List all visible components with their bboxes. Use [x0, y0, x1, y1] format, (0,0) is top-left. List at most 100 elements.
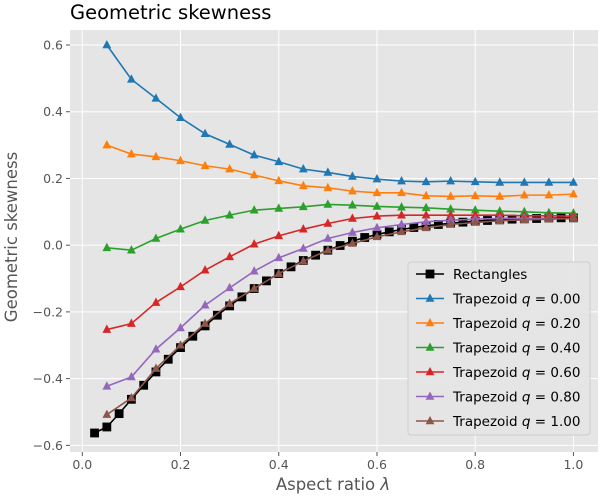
data-point	[102, 381, 112, 390]
data-point	[176, 281, 185, 291]
data-point	[176, 340, 185, 349]
series-layer	[90, 39, 578, 438]
data-point	[151, 344, 161, 353]
data-point	[298, 201, 308, 211]
data-point	[323, 218, 333, 227]
data-point	[225, 298, 235, 307]
data-point	[126, 245, 136, 254]
data-point	[470, 190, 480, 200]
legend-label: Trapezoid q = 0.40	[452, 341, 580, 357]
legend-marker	[425, 269, 435, 279]
data-point	[274, 252, 284, 262]
data-point	[151, 367, 161, 377]
data-point	[274, 203, 284, 212]
data-point	[200, 160, 210, 170]
legend-label: Trapezoid q = 1.00	[452, 414, 580, 430]
data-point	[348, 227, 357, 236]
series-line	[106, 217, 574, 416]
data-point	[446, 219, 456, 228]
data-point	[384, 227, 394, 237]
data-point	[446, 191, 456, 200]
data-point	[249, 205, 259, 214]
data-point	[421, 190, 431, 200]
x-tick-label: 0.0	[72, 457, 92, 472]
data-point	[421, 216, 431, 226]
data-point	[200, 128, 210, 138]
data-point	[102, 324, 112, 333]
x-tick-label: 0.6	[367, 457, 387, 472]
data-point	[470, 205, 480, 214]
data-point	[200, 265, 210, 274]
data-point	[102, 39, 112, 49]
legend-label: Trapezoid q = 0.20	[452, 316, 580, 332]
data-point	[507, 214, 517, 224]
data-point	[372, 231, 382, 241]
grid	[70, 30, 598, 452]
data-point	[458, 217, 468, 227]
data-point	[114, 409, 124, 419]
series-line	[106, 214, 574, 331]
legend-label: Rectangles	[453, 267, 527, 283]
data-point	[298, 256, 308, 265]
y-tick-label: −0.4	[33, 371, 63, 386]
data-point	[249, 239, 259, 248]
data-point	[200, 215, 210, 224]
axis-ticks: 0.0 0.2 0.4 0.6 0.8 1.0 −0.6 −0.4 −0.2 0.0 0.2 0.4 0…	[33, 38, 584, 472]
data-point	[519, 214, 529, 224]
data-point	[544, 214, 554, 223]
data-point	[397, 226, 406, 236]
data-point	[397, 176, 406, 185]
data-point	[397, 210, 406, 219]
data-point	[519, 190, 529, 199]
data-point	[544, 190, 554, 199]
data-point	[102, 140, 112, 149]
x-tick-label: 0.2	[171, 457, 191, 472]
y-tick-label: 0.4	[43, 104, 63, 119]
data-point	[274, 230, 284, 240]
series-line	[106, 217, 574, 388]
legend-label: Trapezoid q = 0.80	[452, 390, 580, 406]
data-point	[421, 176, 431, 186]
data-point	[323, 167, 333, 176]
series-3	[102, 199, 578, 254]
data-point	[188, 331, 198, 341]
x-axis-label: Aspect ratio λ	[276, 475, 390, 494]
data-point	[495, 191, 505, 200]
data-point	[544, 177, 554, 186]
legend-marker	[425, 415, 435, 425]
legend-item: Trapezoid q = 0.20	[416, 316, 580, 332]
data-point	[446, 210, 456, 219]
series-1	[102, 39, 578, 186]
data-point	[519, 177, 529, 186]
data-point	[569, 177, 578, 186]
data-point	[470, 176, 480, 186]
data-point	[323, 182, 333, 192]
data-point	[335, 241, 345, 250]
data-point	[225, 139, 235, 148]
data-point	[225, 251, 235, 261]
data-point	[348, 213, 357, 222]
data-point	[212, 310, 222, 320]
data-point	[225, 210, 235, 219]
series-line	[106, 144, 574, 198]
y-tick-label: −0.2	[33, 304, 63, 319]
data-point	[126, 371, 136, 381]
chart-title: Geometric skewness	[70, 1, 271, 24]
legend-item: Trapezoid q = 1.00	[416, 414, 580, 430]
data-point	[102, 409, 112, 418]
legend-item: Trapezoid q = 0.40	[416, 341, 580, 357]
data-point	[446, 215, 456, 224]
y-tick-label: 0.6	[43, 38, 63, 53]
y-tick-label: −0.6	[33, 438, 63, 453]
data-point	[298, 164, 308, 173]
data-point	[446, 176, 456, 185]
y-axis-label: Geometric skewness	[2, 152, 21, 322]
data-point	[249, 266, 259, 275]
data-point	[102, 242, 112, 252]
data-point	[176, 112, 185, 122]
data-point	[126, 392, 136, 402]
data-point	[372, 174, 382, 183]
data-point	[372, 222, 382, 232]
data-point	[298, 243, 308, 252]
legend-item: Rectangles	[416, 267, 527, 283]
